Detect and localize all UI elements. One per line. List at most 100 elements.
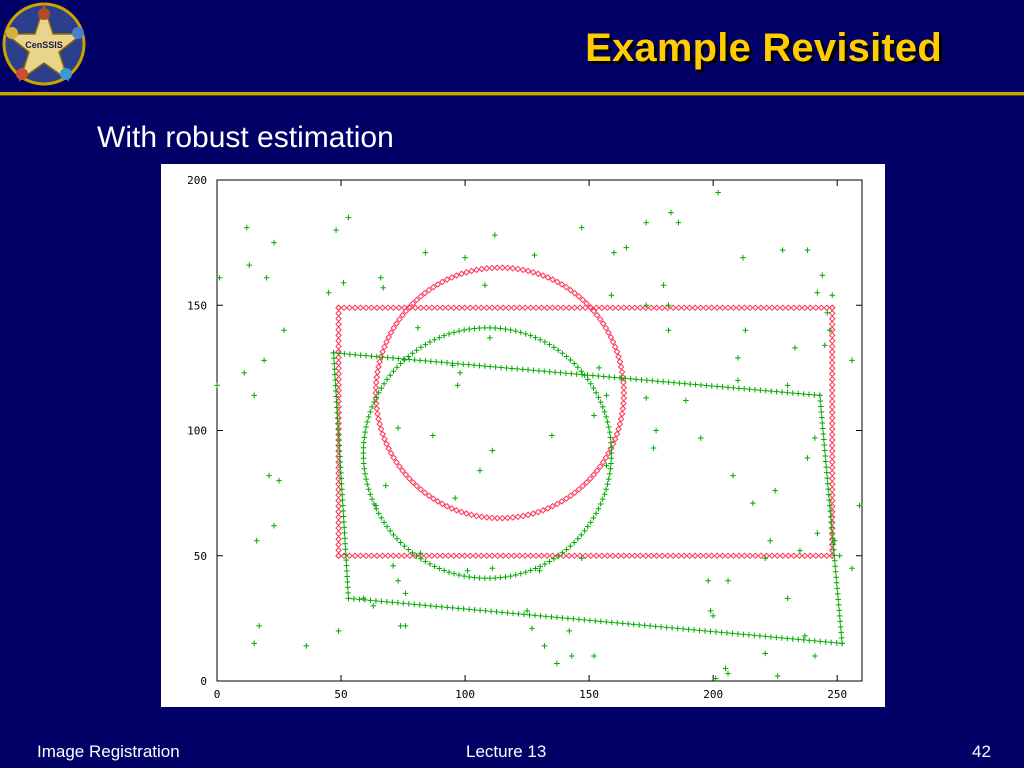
circle-point — [385, 445, 393, 452]
outlier-point — [241, 370, 248, 376]
circle-point — [616, 358, 624, 366]
quadrilateral-point — [603, 619, 610, 625]
outlier-point — [271, 522, 277, 529]
outlier-point — [774, 673, 781, 679]
rectangle-point — [828, 425, 836, 433]
quadrilateral-point — [773, 634, 780, 641]
quadrilateral-point — [676, 380, 683, 386]
quadrilateral-point — [740, 631, 747, 638]
ellipse-point — [563, 353, 570, 360]
circle-point — [567, 492, 574, 500]
rectangle-point — [494, 304, 501, 312]
quadrilateral-point — [510, 610, 516, 617]
quadrilateral-point — [471, 362, 477, 368]
quadrilateral-point — [406, 356, 413, 363]
quadrilateral-point — [460, 361, 467, 368]
circle-point — [524, 267, 532, 275]
quadrilateral-point — [674, 625, 681, 632]
circle-point — [443, 276, 451, 283]
outlier-point — [804, 455, 811, 461]
outlier-point — [762, 650, 769, 657]
x-tick-label: 150 — [579, 688, 599, 701]
rectangle-point — [335, 370, 342, 378]
ellipse-point — [587, 519, 594, 526]
ellipse-point — [537, 336, 544, 343]
logo-text: CenSSIS — [25, 40, 63, 50]
ellipse-point — [575, 364, 581, 371]
quadrilateral-point — [339, 491, 345, 498]
quadrilateral-point — [532, 612, 538, 619]
quadrilateral-point — [499, 609, 505, 616]
quadrilateral-point — [729, 630, 736, 637]
quadrilateral-point — [343, 557, 349, 563]
rectangle-point — [768, 304, 776, 312]
quadrilateral-point — [658, 624, 664, 630]
rectangle-point — [735, 304, 743, 312]
circle-point — [448, 274, 456, 281]
quadrilateral-point — [363, 352, 369, 359]
rectangle-point — [335, 343, 342, 350]
quadrilateral-point — [417, 357, 423, 364]
rectangle-point — [483, 552, 490, 560]
quadrilateral-point — [526, 612, 533, 618]
outlier-point — [591, 412, 597, 419]
quadrilateral-point — [444, 604, 451, 611]
circle-point — [381, 435, 388, 443]
outlier-point — [531, 252, 538, 258]
ellipse-point — [604, 419, 611, 425]
quadrilateral-point — [824, 480, 831, 487]
ellipse-point — [593, 510, 599, 517]
quadrilateral-point — [660, 378, 666, 385]
ellipse-point — [427, 339, 433, 345]
circle-point — [534, 508, 542, 516]
rectangle-point — [828, 469, 836, 477]
outlier-point — [395, 425, 401, 431]
quadrilateral-point — [343, 551, 349, 558]
quadrilateral-point — [751, 632, 758, 639]
outlier-point — [276, 477, 282, 484]
circle-point — [417, 486, 425, 493]
circle-point — [425, 286, 433, 294]
quadrilateral-point — [333, 388, 339, 394]
quadrilateral-point — [395, 600, 401, 606]
rectangle-point — [730, 304, 737, 312]
quadrilateral-point — [341, 350, 348, 357]
ellipse-point — [413, 553, 420, 559]
rectangle-point — [828, 359, 836, 367]
circle-point — [453, 507, 460, 514]
quadrilateral-point — [652, 623, 659, 630]
rectangle-point — [828, 497, 836, 504]
ellipse-point — [487, 325, 493, 331]
quadrilateral-point — [665, 379, 672, 385]
rectangle-point — [335, 365, 342, 372]
quadrilateral-point — [600, 373, 607, 380]
rectangle-point — [368, 552, 375, 560]
rectangle-point — [450, 552, 458, 560]
circle-point — [413, 482, 421, 490]
outlier-point — [402, 590, 409, 597]
rectangle-point — [477, 304, 485, 312]
circle-point — [590, 307, 598, 315]
quadrilateral-point — [333, 393, 340, 400]
circle-point — [383, 440, 390, 448]
ellipse-point — [605, 476, 612, 482]
rectangle-point — [828, 436, 836, 444]
ellipse-point — [422, 341, 429, 348]
rectangle-point — [335, 381, 342, 389]
outlier-point — [214, 382, 220, 389]
outlier-point — [370, 603, 377, 609]
quadrilateral-point — [832, 563, 839, 570]
rectangle-point — [812, 552, 820, 560]
circle-point — [605, 329, 612, 336]
outlier-point — [750, 500, 756, 506]
circle-point — [390, 454, 398, 462]
outlier-point — [742, 327, 749, 334]
circle-point — [544, 274, 552, 281]
quadrilateral-point — [336, 350, 342, 357]
quadrilateral-point — [703, 382, 710, 389]
quadrilateral-point — [818, 409, 825, 415]
quadrilateral-point — [568, 370, 575, 377]
quadrilateral-point — [784, 389, 791, 396]
outlier-point — [422, 249, 429, 256]
quadrilateral-point — [725, 384, 731, 391]
